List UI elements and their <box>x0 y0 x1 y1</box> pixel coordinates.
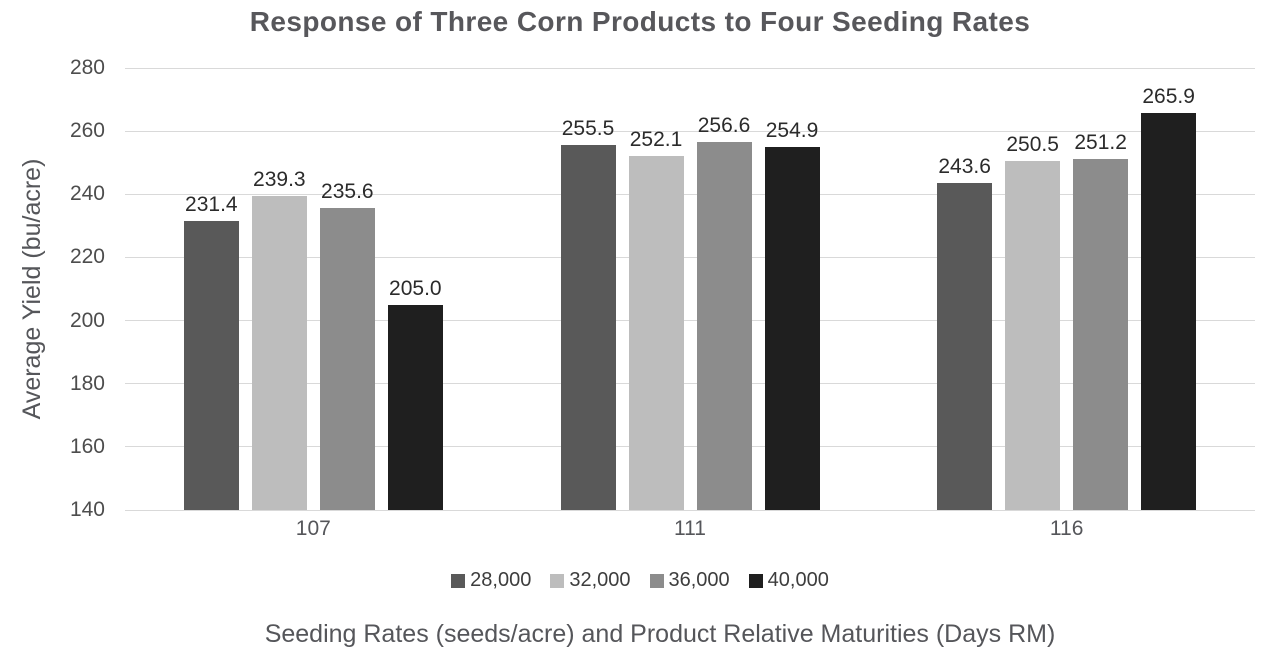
category-label-116: 116 <box>1049 517 1084 540</box>
bar-116-28000 <box>937 182 993 510</box>
bar-111-32000 <box>628 156 684 510</box>
y-tick-label-260: 260 <box>69 119 105 143</box>
value-label-107-40000: 205.0 <box>389 276 442 300</box>
bar-111-28000 <box>560 145 616 510</box>
legend-label: 40,000 <box>767 569 829 591</box>
legend-swatch-icon <box>451 573 466 588</box>
value-label-111-40000: 254.9 <box>765 119 819 143</box>
bar-107-36000 <box>319 208 375 510</box>
x-axis-line <box>125 509 1255 511</box>
y-tick-label-140: 140 <box>69 498 105 521</box>
gridline-260 <box>125 130 1255 132</box>
y-tick-label-180: 180 <box>69 371 105 395</box>
bar-107-32000 <box>251 196 307 510</box>
value-label-107-32000: 239.3 <box>253 168 306 192</box>
legend: 28,000 32,000 36,000 40,000 <box>0 569 1280 592</box>
bar-111-36000 <box>696 141 752 510</box>
category-label-107: 107 <box>295 517 331 540</box>
y-tick-label-280: 280 <box>69 56 105 79</box>
x-axis-title: Seeding Rates (seeds/acre) and Product R… <box>264 620 1056 648</box>
gridline-240 <box>125 193 1255 195</box>
legend-item-40000: 40,000 <box>748 569 829 592</box>
bar-107-28000 <box>183 221 239 510</box>
value-label-116-28000: 243.6 <box>938 154 991 178</box>
y-tick-label-240: 240 <box>69 182 105 206</box>
value-label-111-32000: 252.1 <box>629 128 683 152</box>
gridline-160 <box>125 446 1255 448</box>
legend-swatch-icon <box>748 573 763 588</box>
value-label-111-36000: 256.6 <box>697 113 751 137</box>
legend-item-36000: 36,000 <box>649 569 730 592</box>
gridline-180 <box>125 383 1255 385</box>
value-label-111-28000: 255.5 <box>561 117 615 141</box>
bar-116-36000 <box>1073 158 1129 510</box>
value-label-107-28000: 231.4 <box>185 193 238 217</box>
legend-item-28000: 28,000 <box>451 569 531 592</box>
bar-116-32000 <box>1005 161 1061 510</box>
value-label-116-36000: 251.2 <box>1074 130 1127 154</box>
y-tick-label-220: 220 <box>69 245 105 269</box>
legend-swatch-icon <box>550 573 565 588</box>
legend-swatch-icon <box>649 573 664 588</box>
value-label-107-36000: 235.6 <box>321 180 374 204</box>
value-label-116-40000: 265.9 <box>1142 84 1195 108</box>
value-label-116-32000: 250.5 <box>1006 133 1059 157</box>
legend-label: 36,000 <box>668 569 730 591</box>
y-tick-label-200: 200 <box>69 308 105 332</box>
legend-item-32000: 32,000 <box>550 569 631 592</box>
category-label-111: 111 <box>674 517 706 540</box>
gridline-280 <box>125 67 1255 69</box>
gridline-220 <box>125 256 1255 258</box>
gridline-200 <box>125 320 1255 322</box>
bar-107-40000 <box>387 304 443 510</box>
chart-title: Response of Three Corn Products to Four … <box>249 6 1031 37</box>
legend-label: 32,000 <box>569 569 631 591</box>
bar-116-40000 <box>1141 112 1197 510</box>
y-tick-label-160: 160 <box>69 434 105 458</box>
bar-111-40000 <box>764 147 820 510</box>
legend-label: 28,000 <box>470 569 532 591</box>
